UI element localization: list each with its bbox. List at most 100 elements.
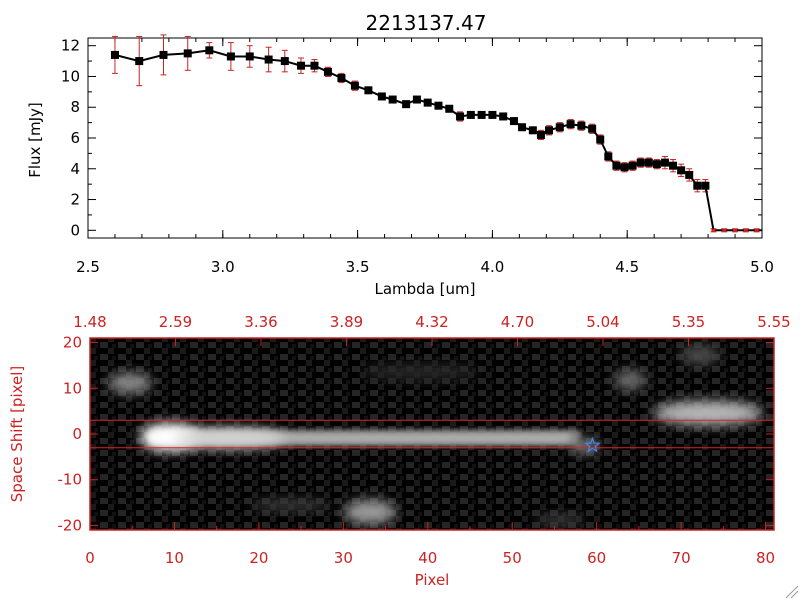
spectrum-point — [226, 52, 235, 61]
spectrum-point — [693, 181, 702, 190]
spectrum-point — [596, 135, 605, 144]
spectrum-x-tick-label: 2.5 — [76, 258, 100, 276]
image-x-tick-label: 50 — [503, 549, 522, 567]
source-position-marker — [584, 436, 601, 453]
spectrum-point — [310, 61, 319, 70]
spectrum-point — [412, 95, 421, 104]
image-y-axis: -20 -10 0 10 20 — [58, 334, 774, 534]
image-top-tick-label: 3.89 — [330, 313, 363, 331]
spectrum-markers — [110, 46, 759, 232]
spectrum-point — [628, 161, 637, 170]
spectrum-point — [110, 50, 119, 59]
spectrum-x-label: Lambda [um] — [375, 280, 476, 298]
spectrum-point — [445, 104, 454, 113]
spectrum-x-tick-label: 3.0 — [211, 258, 235, 276]
spectrum-y-tick-label: 0 — [70, 221, 80, 239]
spectrum-point-zero — [711, 228, 716, 232]
spectrum-image — [90, 338, 774, 530]
spectrum-point — [536, 130, 545, 139]
spectrum-point — [245, 52, 254, 61]
spectrum-point — [545, 126, 554, 135]
spectrum-point — [477, 110, 486, 119]
spectrum-point — [280, 57, 289, 66]
spectrum-panel: 2213137.47 2.5 3.0 3.5 4.0 4.5 5.0 024681012 … — [26, 11, 774, 298]
spectrum-point — [264, 55, 273, 64]
image-x-tick-label: 80 — [756, 549, 775, 567]
spectrum-point-zero — [733, 228, 738, 232]
image-top-tick-label: 3.36 — [244, 313, 277, 331]
spectrum-x-axis: 2.5 3.0 3.5 4.0 4.5 5.0 — [76, 38, 774, 276]
spectrum-point — [588, 124, 597, 133]
spectrum-point — [402, 100, 411, 109]
spectrum-y-tick-label: 8 — [70, 98, 80, 116]
spectrum-point — [660, 158, 669, 167]
image-top-tick-label: 5.35 — [672, 313, 705, 331]
spectrum-error-bars — [111, 34, 760, 233]
spectrum-line — [114, 49, 762, 232]
spectrum-point — [434, 101, 443, 110]
spectrum-point — [183, 49, 192, 58]
spectrum-point — [423, 98, 432, 107]
spectrum-point — [456, 112, 465, 121]
spectrum-point-zero — [754, 228, 759, 232]
spectrum-point — [604, 152, 613, 161]
spectrum-x-tick-label: 3.5 — [346, 258, 370, 276]
spectrum-point — [528, 126, 537, 135]
spectrum-point — [364, 86, 373, 95]
spectrum-point — [135, 57, 144, 66]
spectrum-point — [466, 110, 475, 119]
spectrum-point — [669, 161, 678, 170]
spectrum-plot-frame — [87, 37, 763, 239]
spectrum-title: 2213137.47 — [366, 11, 487, 35]
spectrum-point — [337, 74, 346, 82]
spectrum-point — [636, 158, 645, 167]
image-x-tick-label: 0 — [85, 549, 95, 567]
image-x-tick-label: 20 — [249, 549, 268, 567]
image-y-tick-label: 20 — [63, 334, 82, 352]
image-top-tick-label: 1.48 — [73, 313, 106, 331]
image-top-tick-label: 5.04 — [586, 313, 619, 331]
spectrum-point — [377, 92, 386, 101]
spectrum-point — [685, 170, 694, 179]
spectrum-x-tick-label: 4.5 — [615, 258, 639, 276]
resize-grip-icon[interactable] — [785, 585, 799, 599]
image-y-tick-label: 10 — [63, 379, 82, 397]
spectrum-point — [652, 160, 661, 169]
spectrum-point — [620, 163, 629, 172]
spectrum-x-tick-label: 5.0 — [750, 258, 774, 276]
image-x-label: Pixel — [415, 571, 450, 589]
image-x-tick-label: 30 — [334, 549, 353, 567]
spectrum-y-tick-label: 4 — [70, 160, 80, 178]
spectrum-point — [577, 121, 586, 130]
spectrum-point — [296, 61, 305, 70]
spectrum-point — [205, 46, 214, 55]
spectrum-point — [350, 81, 359, 90]
image-y-tick-label: -10 — [58, 471, 83, 489]
spectrum-point — [566, 120, 575, 129]
spectrum-y-tick-label: 10 — [61, 67, 80, 85]
image-y-tick-label: -20 — [58, 516, 83, 534]
spectrum-point — [555, 123, 564, 132]
image-y-tick-label: 0 — [72, 425, 82, 443]
image-top-wavelength-axis: 1.48 2.59 3.36 3.89 4.32 4.70 5.04 5.35 5.55 — [73, 313, 791, 346]
image-y-label: Space Shift [pixel] — [8, 366, 26, 503]
spectrum-y-tick-label: 2 — [70, 191, 80, 209]
spectrum-point — [388, 95, 397, 104]
image-x-tick-label: 60 — [587, 549, 606, 567]
spectrum-point — [488, 110, 497, 119]
spectrum-point — [323, 67, 332, 76]
image-top-tick-label: 2.59 — [159, 313, 192, 331]
image-top-tick-label: 4.32 — [415, 313, 448, 331]
spectrum-y-label: Flux [mJy] — [26, 102, 44, 178]
image-x-tick-label: 40 — [418, 549, 437, 567]
image-panel: 0 10 20 30 40 50 60 70 80 -20 -10 0 10 20 1.48 2.59 3.… — [8, 313, 791, 589]
spectrum-point — [509, 117, 518, 126]
spectrum-point-zero — [722, 228, 727, 232]
image-x-tick-label: 70 — [672, 549, 691, 567]
spectrum-point — [677, 166, 686, 175]
extraction-lines — [90, 419, 774, 449]
spectrum-point — [644, 158, 653, 167]
spectrum-point-zero — [743, 228, 748, 232]
image-top-tick-label: 5.55 — [757, 313, 790, 331]
